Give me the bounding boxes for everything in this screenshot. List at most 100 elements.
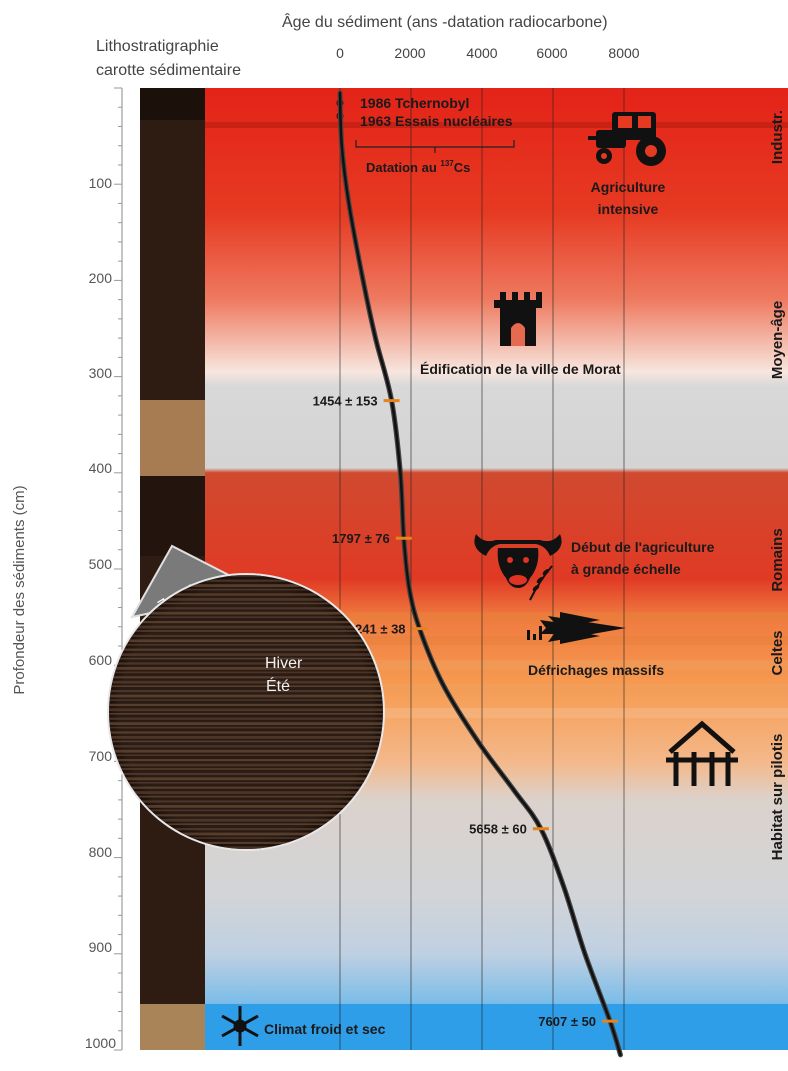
- period-label-romans: Romains: [769, 528, 786, 591]
- varve-layer: [109, 800, 383, 803]
- varve-layer: [109, 703, 383, 706]
- varve-layer: [109, 772, 383, 775]
- dated-points: 1454 ± 153 1797 ± 76 2241 ± 38 5658 ± 60 760…: [313, 394, 619, 1029]
- varve-layer: [109, 690, 383, 693]
- agri-large-scale-label-1: Début de l'agriculture: [571, 539, 715, 555]
- varve-layer: [109, 713, 383, 715]
- cs137-annotation: 1986 Tchernobyl 1963 Essais nucléaires D…: [336, 95, 515, 175]
- y-axis-labels: 100 200 300 400 500 600 700 800 900 1000: [85, 175, 116, 1051]
- varve-layer: [109, 759, 383, 762]
- x-axis-labels: 0 2000 4000 6000 8000: [336, 45, 640, 61]
- period-label-industrial: Industr.: [769, 110, 786, 164]
- varve-layer: [109, 685, 383, 687]
- varve-layer: [109, 717, 383, 720]
- varve-layer: [109, 745, 383, 748]
- varve-layer: [109, 749, 383, 753]
- tchernobyl-label: 1986 Tchernobyl: [360, 95, 469, 111]
- varve-layer: [109, 598, 383, 601]
- varve-layer: [109, 722, 383, 725]
- y-axis-title: Profondeur des sédiments (cm): [11, 485, 28, 694]
- varve-layer: [109, 621, 383, 624]
- wheat-icon: [529, 565, 553, 601]
- varve-layer: [109, 740, 383, 743]
- dated-point-label: 7607 ± 50: [538, 1014, 596, 1029]
- castle-icon: [494, 292, 542, 346]
- varve-layer: [109, 786, 383, 789]
- varve-layer: [109, 777, 383, 781]
- varve-layer: [109, 602, 383, 605]
- period-label-pile-dwellings: Habitat sur pilotis: [769, 734, 786, 861]
- period-background: [205, 88, 788, 1050]
- cold-band: [205, 1004, 788, 1050]
- varve-layer: [109, 832, 383, 836]
- varve-layer: [109, 828, 383, 831]
- varve-layer: [109, 846, 383, 849]
- cold-dry-climate-label: Climat froid et sec: [264, 1021, 386, 1037]
- y-tick-label: 100: [89, 175, 113, 191]
- dated-point-label: 1797 ± 76: [332, 531, 390, 546]
- varve-layer: [109, 644, 383, 646]
- nuclear-tests-label: 1963 Essais nucléaires: [360, 113, 513, 129]
- varve-layer: [109, 616, 383, 618]
- varve-layer: [109, 805, 383, 808]
- varve-layer: [109, 634, 383, 637]
- varve-layer: [109, 639, 383, 643]
- forest-icon: [527, 612, 626, 644]
- cs137-dating-label: Datation au 137Cs: [366, 159, 470, 175]
- agri-intensive-label-2: intensive: [598, 201, 659, 217]
- varve-layer: [109, 667, 383, 670]
- summer-label: Été: [266, 676, 290, 695]
- varve-layer: [109, 809, 383, 812]
- varve-layer: [109, 662, 383, 665]
- varve-layer: [109, 648, 383, 651]
- varve-layer: [109, 657, 383, 660]
- varve-layer: [109, 814, 383, 817]
- x-tick-label: 6000: [536, 45, 567, 61]
- varve-layer: [109, 795, 383, 798]
- varve-layer: [109, 754, 383, 756]
- y-tick-label: 300: [89, 365, 113, 381]
- period-label-celts: Celtes: [769, 630, 786, 675]
- varve-layer: [109, 676, 383, 679]
- clearing-label: Défrichages massifs: [528, 662, 664, 678]
- agri-large-scale-label-2: à grande échelle: [571, 561, 681, 577]
- x-tick-label: 8000: [608, 45, 639, 61]
- varve-layer: [109, 699, 383, 701]
- morat-label: Édification de la ville de Morat: [420, 361, 621, 377]
- x-tick-label: 0: [336, 45, 344, 61]
- varve-layer: [109, 791, 383, 794]
- dated-point-label: 1454 ± 153: [313, 394, 378, 409]
- y-axis-ticks: [114, 87, 122, 1051]
- varve-layer: [109, 671, 383, 674]
- varve-layer: [109, 611, 383, 615]
- y-tick-label: 500: [89, 556, 113, 572]
- core-title-line2: carotte sédimentaire: [96, 62, 241, 79]
- varve-layer: [109, 768, 383, 770]
- varve-layer: [109, 575, 383, 577]
- varve-layer: [109, 653, 383, 656]
- tractor-icon: [588, 112, 666, 166]
- varve-layer: [109, 726, 383, 729]
- varve-layer: [109, 731, 383, 734]
- y-tick-label: 900: [89, 939, 113, 955]
- vertical-gridlines: [339, 88, 625, 1050]
- varve-layer: [109, 763, 383, 767]
- winter-label: Hiver: [265, 655, 303, 672]
- varve-layer: [109, 837, 383, 839]
- x-tick-label: 2000: [394, 45, 425, 61]
- varve-layer: [109, 782, 383, 784]
- varve-layer: [109, 680, 383, 684]
- period-label-middle-ages: Moyen-âge: [769, 301, 786, 379]
- varve-layer: [109, 588, 383, 591]
- period-labels: Industr. Moyen-âge Romains Celtes Habita…: [769, 110, 786, 860]
- varve-layer: [109, 841, 383, 844]
- dated-point-label: 2241 ± 38: [348, 622, 406, 637]
- varve-layer: [109, 579, 383, 582]
- varve-layer: [109, 736, 383, 739]
- age-depth-curve: [338, 91, 622, 1057]
- y-tick-label: 800: [89, 844, 113, 860]
- varve-layer: [109, 823, 383, 825]
- y-tick-label: 200: [89, 270, 113, 286]
- varve-layer: [109, 593, 383, 596]
